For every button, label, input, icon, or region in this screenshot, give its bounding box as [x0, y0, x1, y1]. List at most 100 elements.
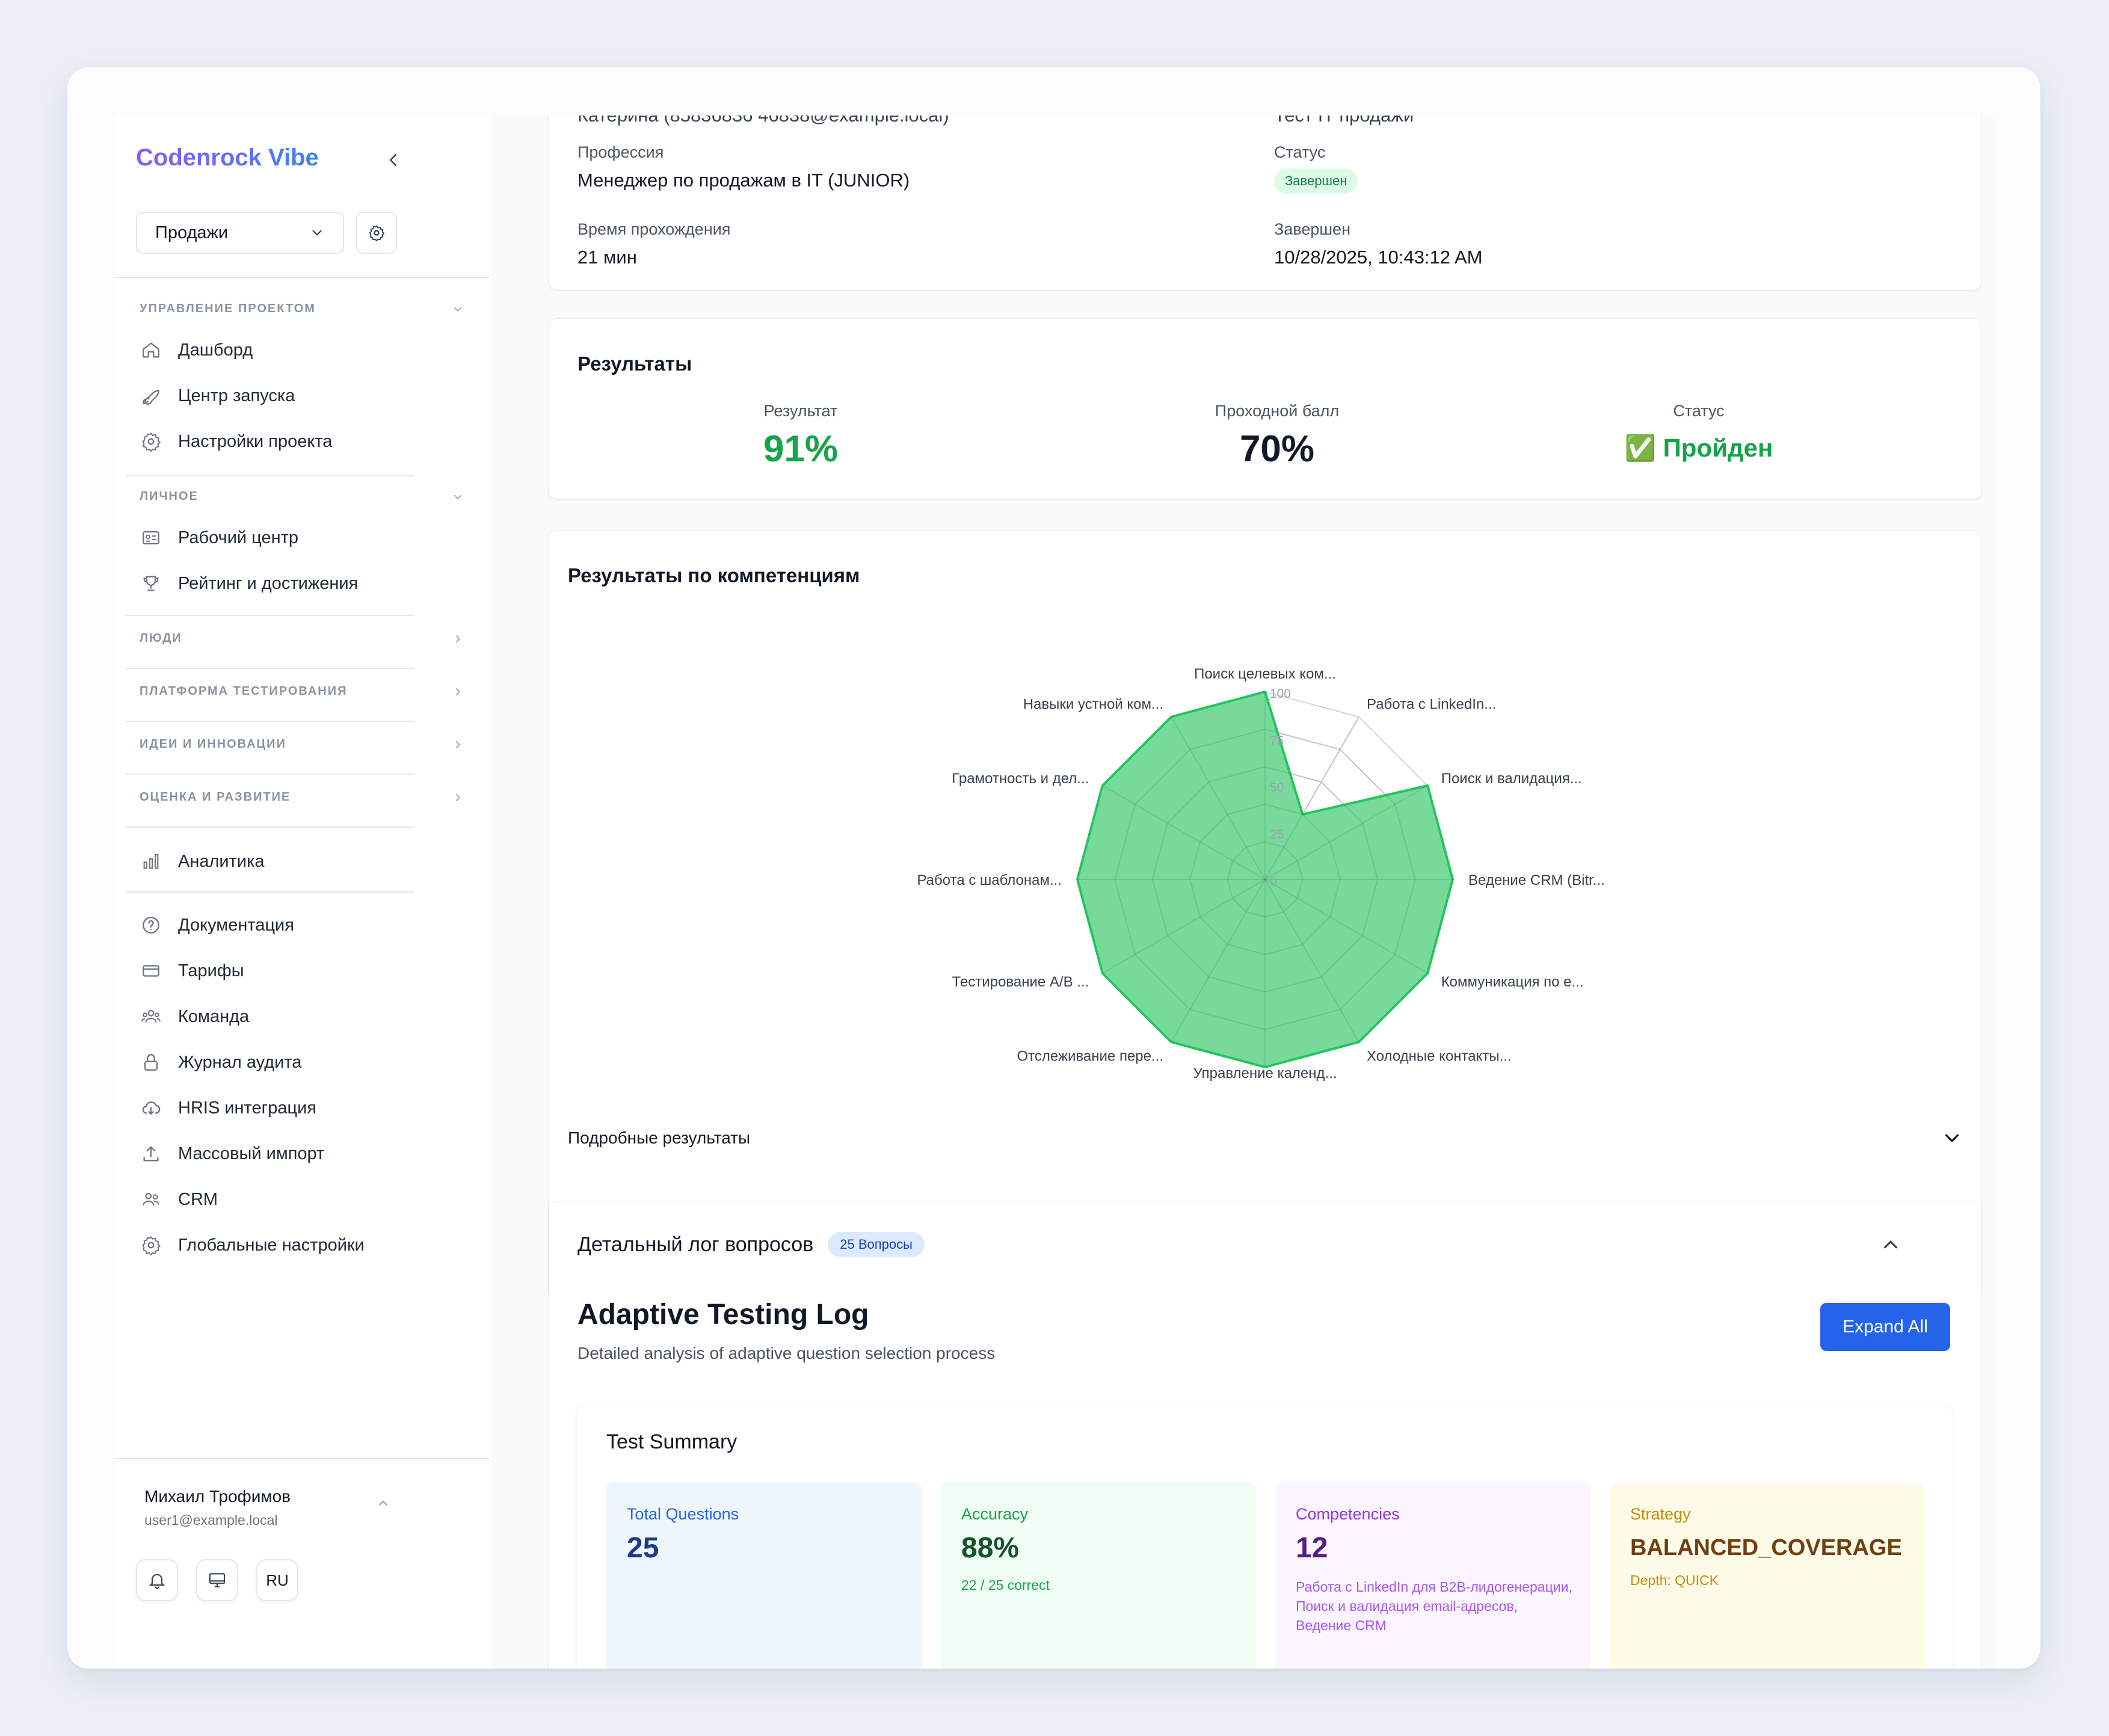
brand-logo[interactable]: Codenrock Vibe: [136, 144, 319, 171]
collapse-sidebar-button[interactable]: [375, 142, 411, 178]
summary-title: Competencies: [1296, 1505, 1400, 1523]
nav-item-label: Массовый импорт: [178, 1143, 325, 1163]
pass-score-value: 70%: [1239, 428, 1315, 470]
nav-item-label: Документация: [178, 915, 294, 935]
radar-category-label: Тестирование A/B ...: [952, 974, 1089, 990]
chevron-right-icon: [455, 688, 461, 695]
summary-subtext: Depth: QUICK: [1630, 1572, 1719, 1588]
results-card: Результаты Результат 91% Проходной балл …: [549, 319, 1981, 499]
summary-subtext: 22 / 25 correct: [961, 1577, 1050, 1593]
expand-all-button[interactable]: Expand All: [1820, 1303, 1950, 1351]
radar-axis-overlay: [1264, 785, 1428, 880]
result-status-label: Статус: [1673, 402, 1725, 420]
nav-item-workcenter[interactable]: Рабочий центр: [140, 519, 464, 557]
gear-icon: [140, 430, 162, 453]
lock-icon: [140, 1051, 162, 1074]
profession-value: Менеджер по продажам в IT (JUNIOR): [577, 170, 910, 191]
finished-value: 10/28/2025, 10:43:12 AM: [1274, 247, 1483, 268]
nav-item-label: Команда: [178, 1006, 250, 1026]
nav-item-label: Центр запуска: [178, 386, 295, 405]
nav-item-project-settings[interactable]: Настройки проекта: [140, 422, 464, 461]
nav-item-hris[interactable]: HRIS интеграция: [140, 1089, 464, 1127]
app-frame: Codenrock Vibe Продажи Управление проект…: [115, 115, 1995, 1669]
radar-grid-overlay: [1227, 841, 1304, 918]
radar-category-label: Отслеживание пере...: [1017, 1048, 1163, 1065]
section-header-testing-platform[interactable]: Платформа тестирования: [140, 685, 464, 698]
nav-item-audit-log[interactable]: Журнал аудита: [140, 1043, 464, 1082]
nav-item-analytics[interactable]: Аналитика: [140, 842, 464, 881]
users-icon: [140, 1005, 162, 1028]
chevron-down-icon: [454, 494, 462, 499]
nav-item-team[interactable]: Команда: [140, 997, 464, 1036]
section-header-people[interactable]: Люди: [140, 632, 464, 645]
score-label: Результат: [763, 402, 838, 420]
duration-value: 21 мин: [577, 247, 637, 268]
pass-score-label: Проходной балл: [1215, 402, 1340, 420]
section-header-label: Платформа тестирования: [140, 685, 348, 698]
radar-tick-label: 50: [1270, 781, 1284, 795]
section-header-label: Оценка и развитие: [140, 790, 291, 804]
test-summary-title: Test Summary: [606, 1430, 737, 1453]
section-header-assessment[interactable]: Оценка и развитие: [140, 790, 464, 804]
chevron-down-icon: [454, 307, 462, 312]
radar-axis-overlay: [1102, 879, 1266, 974]
radar-axis-overlay: [1171, 879, 1266, 1042]
finished-label: Завершен: [1274, 220, 1350, 238]
nav-item-mass-import[interactable]: Массовый импорт: [140, 1134, 464, 1173]
detailed-results-toggle[interactable]: Подробные результаты: [568, 1121, 1963, 1155]
user-name: Михаил Трофимов: [144, 1487, 291, 1506]
app-window: Codenrock Vibe Продажи Управление проект…: [67, 67, 2040, 1669]
chevron-up-icon[interactable]: [1879, 1233, 1902, 1256]
home-icon: [140, 339, 162, 362]
radar-grid-overlay: [1114, 728, 1416, 1030]
section-header-project[interactable]: Управление проектом: [140, 302, 464, 316]
nav-item-crm[interactable]: CRM: [140, 1180, 464, 1219]
user-menu[interactable]: Михаил Трофимов user1@example.local RU: [115, 1458, 490, 1669]
display-button[interactable]: [196, 1559, 238, 1601]
chevron-up-icon[interactable]: [375, 1495, 391, 1511]
language-button[interactable]: RU: [256, 1559, 298, 1601]
nav-item-tariffs[interactable]: Тарифы: [140, 952, 464, 990]
section-header-ideas[interactable]: Идеи и инновации: [140, 737, 464, 751]
radar-axis-overlay: [1264, 879, 1428, 974]
section-header-label: Идеи и инновации: [140, 737, 286, 751]
detailed-results-label: Подробные результаты: [568, 1128, 751, 1147]
main-content: Катерина (85836836 46838@example.local) …: [491, 115, 1995, 1669]
chevron-down-icon: [312, 230, 322, 236]
summary-value: 88%: [961, 1532, 1020, 1564]
section-header-label: Люди: [140, 632, 182, 645]
chevron-right-icon: [455, 793, 461, 801]
section-header-personal[interactable]: Личное: [140, 490, 464, 503]
radar-tick-label: 0: [1270, 875, 1277, 888]
nav-item-launch-center[interactable]: Центр запуска: [140, 377, 464, 415]
nav-item-global-settings[interactable]: Глобальные настройки: [140, 1226, 464, 1264]
nav-item-label: HRIS интеграция: [178, 1098, 316, 1118]
nav-item-label: Глобальные настройки: [178, 1235, 365, 1255]
radar-category-label: Холодные контакты...: [1367, 1048, 1512, 1065]
radar-category-label: Управление календ...: [1193, 1065, 1337, 1082]
project-select[interactable]: Продажи: [136, 212, 344, 254]
radar-category-label: Работа с шаблонам...: [917, 872, 1062, 888]
radar-category-label: Коммуникация по е...: [1441, 974, 1584, 990]
section-divider: [125, 475, 414, 476]
section-header-label: Управление проектом: [140, 302, 316, 315]
nav-item-label: Аналитика: [178, 851, 265, 871]
duration-label: Время прохождения: [577, 220, 731, 238]
radar-tick-label: 25: [1270, 828, 1284, 842]
nav-item-dashboard[interactable]: Дашборд: [140, 331, 464, 369]
competency-radar-chart: 0 25 50 75 100 Поиск целевых ком... Работа с L…: [917, 666, 1604, 1082]
project-settings-button[interactable]: [356, 212, 397, 254]
question-log-header[interactable]: Детальный лог вопросов 25 Вопросы: [577, 1232, 925, 1257]
notifications-button[interactable]: [136, 1559, 178, 1601]
nav-item-rating[interactable]: Рейтинг и достижения: [140, 564, 464, 603]
chevron-right-icon: [455, 740, 461, 748]
summary-value: 25: [627, 1532, 659, 1564]
help-circle-icon: [140, 914, 162, 937]
nav-item-docs[interactable]: Документация: [140, 906, 464, 944]
status-badge: Завершен: [1274, 168, 1358, 194]
nav-item-label: Рабочий центр: [178, 528, 299, 547]
radar-tick-label: 75: [1270, 734, 1284, 748]
nav-item-label: Рейтинг и достижения: [178, 573, 359, 593]
test-info-card: Катерина (85836836 46838@example.local) …: [549, 115, 1981, 290]
summary-total-questions: Total Questions 25: [606, 1482, 922, 1669]
